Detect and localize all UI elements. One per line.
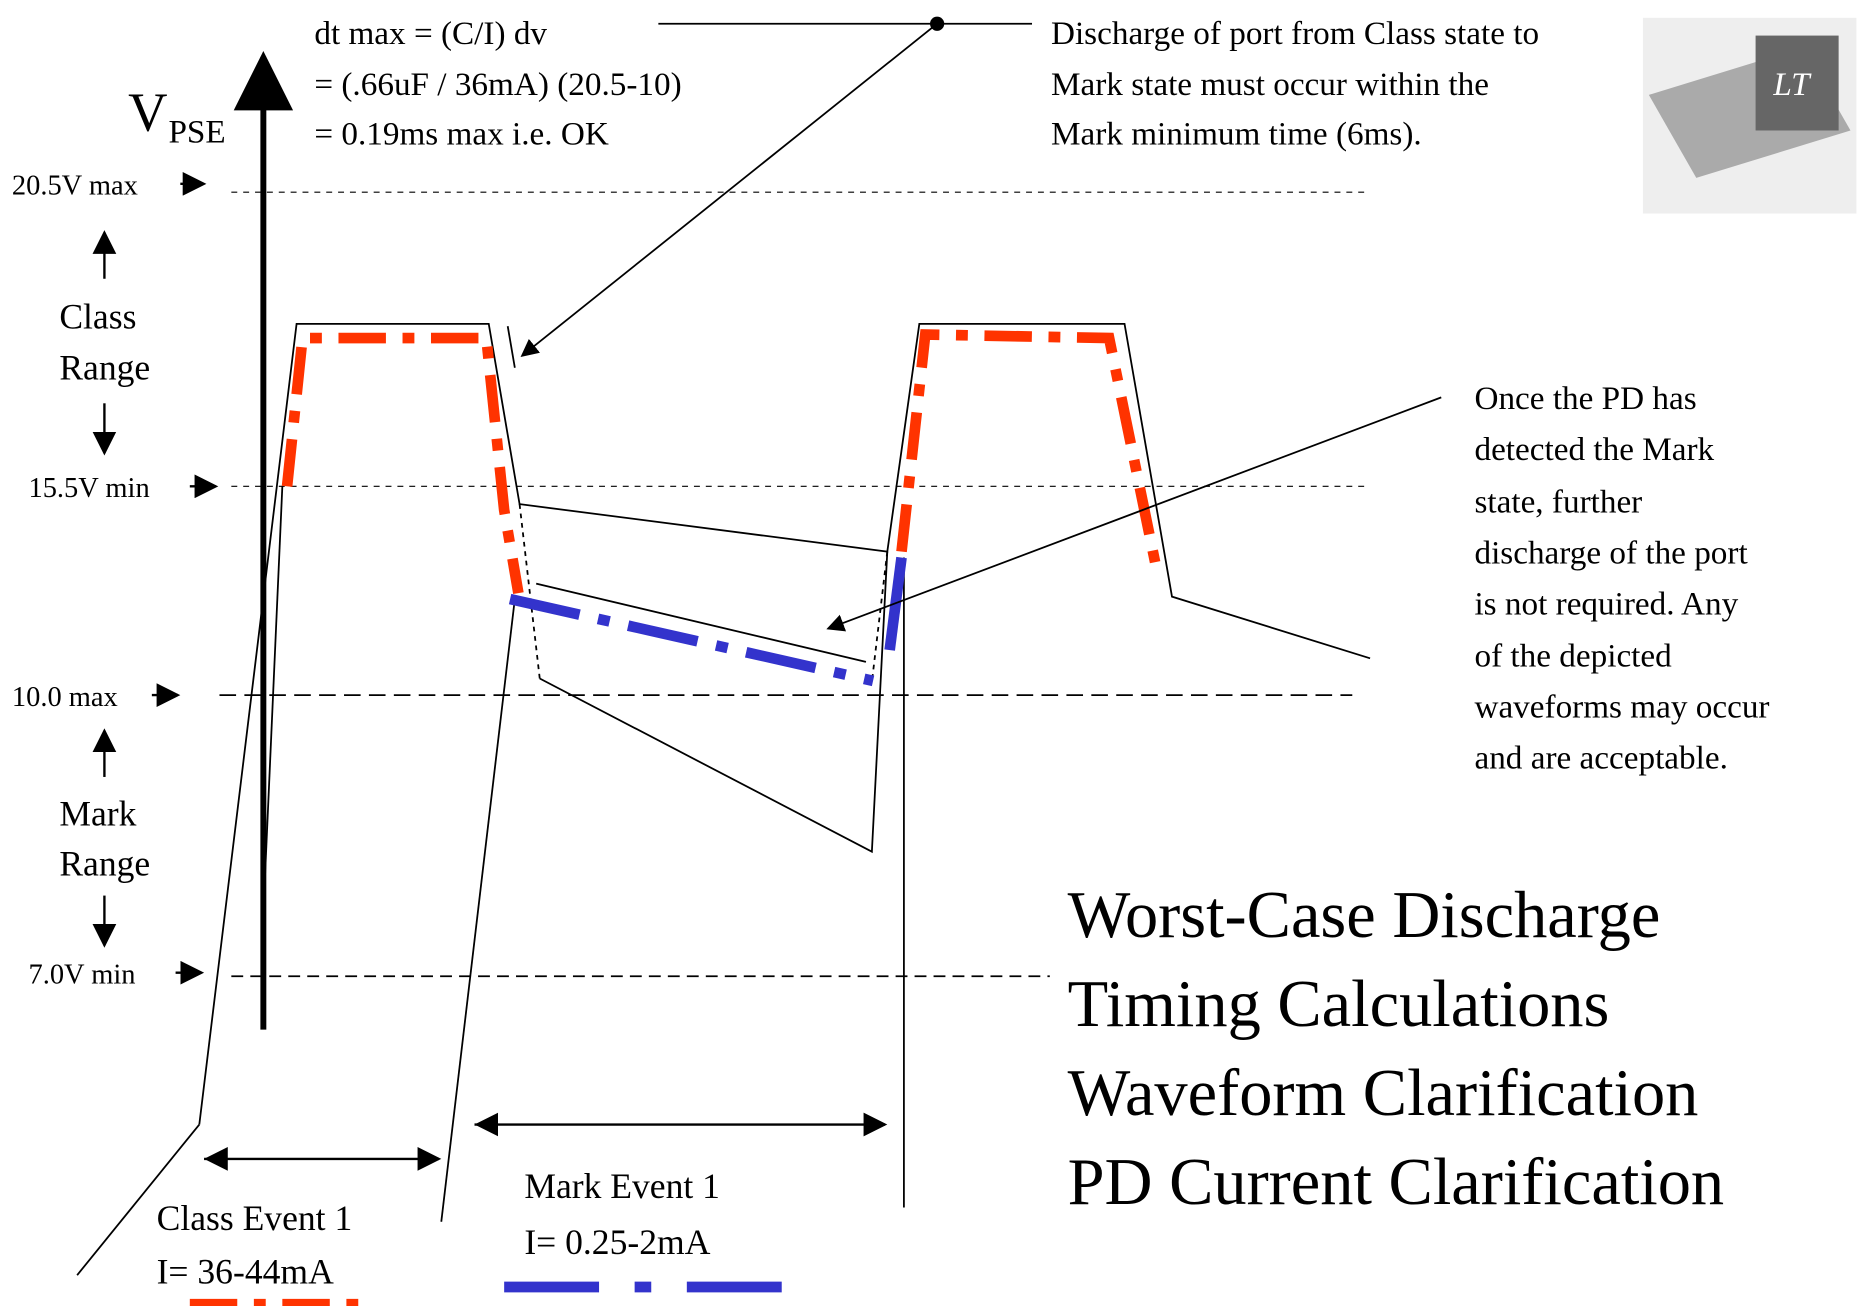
level-label: 20.5V max xyxy=(12,171,138,202)
chip-icon: LT xyxy=(1643,18,1857,214)
range-label: Mark xyxy=(59,794,136,834)
title-line: Timing Calculations xyxy=(1068,968,1610,1041)
title-line: Worst-Case Discharge xyxy=(1068,879,1661,952)
axis-label-sub: PSE xyxy=(168,113,225,150)
title-line: Waveform Clarification xyxy=(1068,1057,1699,1130)
note-right: waveforms may occur xyxy=(1474,689,1769,726)
class-trace xyxy=(287,338,518,593)
range-label: Range xyxy=(59,348,150,388)
note-top: Mark state must occur within the xyxy=(1051,66,1489,103)
formula: dt max = (C/I) dv xyxy=(314,15,547,52)
range-label: Class xyxy=(59,297,136,337)
note-right: discharge of the port xyxy=(1474,534,1748,571)
note-right: is not required. Any xyxy=(1474,585,1738,622)
note-right: and are acceptable. xyxy=(1474,740,1727,777)
range-label: Range xyxy=(59,843,150,883)
axis-label: V xyxy=(128,81,167,142)
note-top: Mark minimum time (6ms). xyxy=(1051,116,1422,153)
note-right: Once the PD has xyxy=(1474,380,1696,417)
note-right: detected the Mark xyxy=(1474,431,1714,468)
waveforms xyxy=(77,324,1370,1275)
note-right: of the depicted xyxy=(1474,638,1672,675)
formula: = 0.19ms max i.e. OK xyxy=(314,116,608,153)
class-trace xyxy=(902,335,1157,570)
note-top: Discharge of port from Class state to xyxy=(1051,15,1539,52)
level-label: 10.0 max xyxy=(12,682,118,713)
event-current: I= 0.25-2mA xyxy=(524,1222,710,1262)
event-name: Class Event 1 xyxy=(157,1198,353,1238)
mark-trace xyxy=(510,599,873,681)
callout-arrow xyxy=(828,397,1441,628)
title-line: PD Current Clarification xyxy=(1068,1146,1725,1219)
level-label: 7.0V min xyxy=(28,959,135,990)
slide: LT dt max = xyxy=(0,0,1860,1306)
formula: = (.66uF / 36mA) (20.5-10) xyxy=(314,66,681,103)
level-label: 15.5V min xyxy=(28,473,149,504)
event-current: I= 36-44mA xyxy=(157,1251,334,1291)
event-name: Mark Event 1 xyxy=(524,1166,720,1206)
note-right: state, further xyxy=(1474,483,1642,520)
svg-text:LT: LT xyxy=(1772,66,1812,103)
